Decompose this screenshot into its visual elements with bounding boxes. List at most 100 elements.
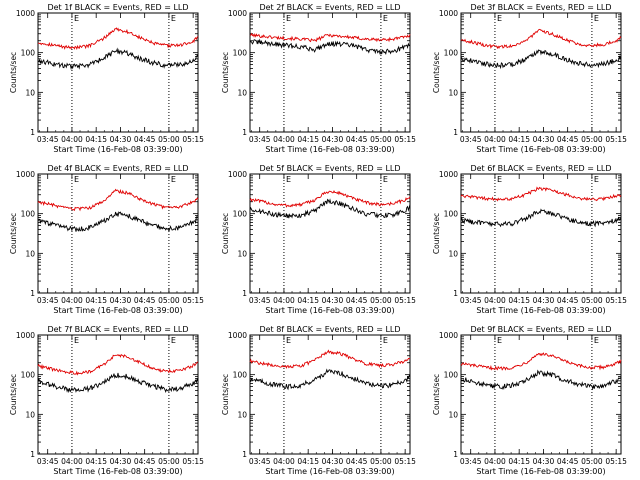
series-lld-line xyxy=(37,188,199,212)
x-axis-label: Start Time (16-Feb-08 03:39:00) xyxy=(53,467,182,476)
x-tick-label: 04:45 xyxy=(134,296,156,305)
panel-title: Det 5f BLACK = Events, RED = LLD xyxy=(259,164,400,173)
y-tick-label: 1000 xyxy=(439,9,458,18)
y-tick-label: 10 xyxy=(237,88,247,97)
y-tick-label: 10 xyxy=(25,249,35,258)
marker-label-right: E xyxy=(594,14,599,23)
x-tick-label: 05:15 xyxy=(394,457,416,466)
marker-label-right: E xyxy=(594,336,599,345)
x-axis-label: Start Time (16-Feb-08 03:39:00) xyxy=(265,467,394,476)
x-tick-label: 03:45 xyxy=(249,135,271,144)
plot-frame xyxy=(37,173,199,294)
series-events-line xyxy=(249,198,411,219)
x-axis-label: Start Time (16-Feb-08 03:39:00) xyxy=(265,145,394,154)
x-tick-label: 04:15 xyxy=(85,135,107,144)
x-axis-label: Start Time (16-Feb-08 03:39:00) xyxy=(53,145,182,154)
marker-label-right: E xyxy=(383,336,388,345)
x-tick-label: 05:00 xyxy=(158,135,180,144)
x-tick-label: 04:45 xyxy=(346,135,368,144)
x-tick-label: 04:15 xyxy=(297,457,319,466)
marker-label-left: E xyxy=(286,336,291,345)
x-tick-label: 04:30 xyxy=(533,457,555,466)
y-tick-label: 10 xyxy=(25,410,35,419)
y-axis-label: Counts/sec xyxy=(9,374,18,415)
series-lld-line xyxy=(37,353,199,376)
x-tick-label: 04:30 xyxy=(533,135,555,144)
y-tick-label: 100 xyxy=(444,371,459,380)
x-tick-label: 03:45 xyxy=(37,296,59,305)
y-axis-label: Counts/sec xyxy=(432,213,441,254)
x-tick-label: 05:00 xyxy=(581,135,603,144)
y-tick-label: 100 xyxy=(21,210,36,219)
y-tick-label: 100 xyxy=(444,210,459,219)
x-tick-label: 04:45 xyxy=(346,296,368,305)
y-axis-label: Counts/sec xyxy=(432,374,441,415)
y-tick-label: 100 xyxy=(233,371,248,380)
y-tick-label: 1 xyxy=(453,289,458,298)
y-tick-label: 1000 xyxy=(439,331,458,340)
x-tick-label: 04:15 xyxy=(85,296,107,305)
x-tick-label: 03:45 xyxy=(460,135,482,144)
panel-det-9: Det 9f BLACK = Events, RED = LLD E E 1 10 100… xyxy=(432,325,627,476)
series-lld-line xyxy=(460,186,622,202)
y-axis-label: Counts/sec xyxy=(221,374,230,415)
plot-frame xyxy=(460,334,622,455)
y-tick-label: 100 xyxy=(233,49,248,58)
series-events-line xyxy=(249,38,411,56)
panel-det-2: Det 2f BLACK = Events, RED = LLD E E 1 10 100… xyxy=(221,3,416,154)
y-axis-label: Counts/sec xyxy=(221,52,230,93)
plot-frame xyxy=(37,12,199,133)
x-tick-label: 05:15 xyxy=(394,296,416,305)
y-tick-label: 1000 xyxy=(16,170,35,179)
series-events-line xyxy=(249,368,411,391)
x-tick-label: 04:15 xyxy=(297,135,319,144)
x-tick-label: 03:45 xyxy=(249,296,271,305)
x-tick-label: 05:15 xyxy=(605,296,627,305)
plot-frame xyxy=(249,334,411,455)
plot-frame xyxy=(37,334,199,455)
x-tick-label: 05:15 xyxy=(394,135,416,144)
x-tick-label: 04:45 xyxy=(557,135,579,144)
y-tick-label: 1000 xyxy=(439,170,458,179)
x-tick-label: 05:15 xyxy=(182,135,204,144)
x-tick-label: 04:00 xyxy=(484,135,506,144)
y-axis-label: Counts/sec xyxy=(9,52,18,93)
x-axis-label: Start Time (16-Feb-08 03:39:00) xyxy=(476,145,605,154)
marker-label-left: E xyxy=(497,175,502,184)
y-axis-label: Counts/sec xyxy=(9,213,18,254)
panel-det-8: Det 8f BLACK = Events, RED = LLD E E 1 10 100… xyxy=(221,325,416,476)
y-tick-label: 10 xyxy=(448,249,458,258)
marker-label-right: E xyxy=(383,14,388,23)
y-tick-label: 1 xyxy=(242,289,247,298)
y-axis-label: Counts/sec xyxy=(432,52,441,93)
y-tick-label: 100 xyxy=(233,210,248,219)
x-tick-label: 04:00 xyxy=(273,135,295,144)
y-tick-label: 1000 xyxy=(16,331,35,340)
panel-title: Det 2f BLACK = Events, RED = LLD xyxy=(259,3,400,12)
marker-label-right: E xyxy=(171,336,176,345)
y-tick-label: 100 xyxy=(444,49,459,58)
x-tick-label: 03:45 xyxy=(460,296,482,305)
marker-label-left: E xyxy=(286,14,291,23)
panel-det-7: Det 7f BLACK = Events, RED = LLD E E 1 10 100… xyxy=(9,325,204,476)
x-tick-label: 03:45 xyxy=(37,135,59,144)
y-tick-label: 1 xyxy=(453,128,458,137)
plot-frame xyxy=(460,12,622,133)
x-tick-label: 04:30 xyxy=(322,457,344,466)
x-tick-label: 05:00 xyxy=(370,457,392,466)
x-axis-label: Start Time (16-Feb-08 03:39:00) xyxy=(53,306,182,315)
panel-det-4: Det 4f BLACK = Events, RED = LLD E E 1 10 100… xyxy=(9,164,204,315)
x-axis-label: Start Time (16-Feb-08 03:39:00) xyxy=(476,306,605,315)
marker-label-left: E xyxy=(497,336,502,345)
y-tick-label: 1000 xyxy=(228,9,247,18)
y-tick-label: 1000 xyxy=(228,170,247,179)
x-tick-label: 03:45 xyxy=(249,457,271,466)
x-tick-label: 04:30 xyxy=(110,457,132,466)
panel-title: Det 9f BLACK = Events, RED = LLD xyxy=(470,325,611,334)
series-lld-line xyxy=(460,28,622,50)
x-tick-label: 05:00 xyxy=(158,457,180,466)
marker-label-left: E xyxy=(74,14,79,23)
plot-frame xyxy=(249,12,411,133)
series-events-line xyxy=(460,208,622,228)
